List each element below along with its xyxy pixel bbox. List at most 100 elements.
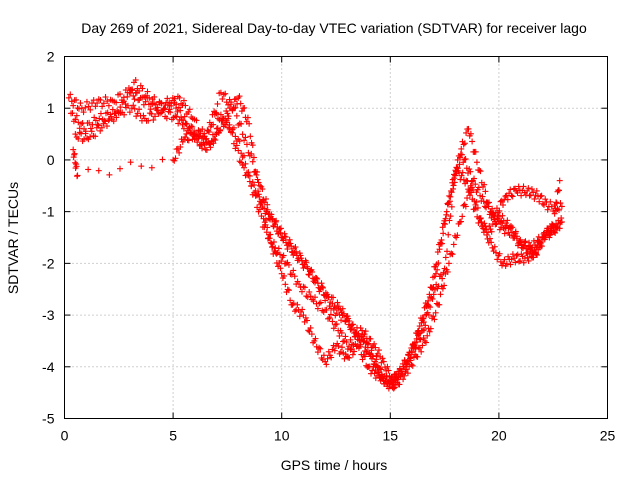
- data-point: [555, 187, 562, 194]
- data-point: [244, 114, 251, 121]
- data-point: [375, 369, 382, 376]
- data-point: [372, 375, 379, 382]
- data-point: [383, 372, 390, 379]
- data-point: [117, 165, 124, 172]
- data-point: [375, 347, 382, 354]
- data-point: [325, 293, 332, 300]
- data-point: [373, 362, 380, 369]
- data-point: [450, 241, 457, 248]
- data-point: [225, 101, 232, 108]
- data-point: [246, 178, 253, 185]
- data-point: [432, 309, 439, 316]
- data-point: [109, 106, 116, 113]
- data-point: [102, 94, 109, 101]
- data-point: [524, 246, 531, 253]
- data-point: [316, 300, 323, 307]
- data-point: [475, 219, 482, 226]
- data-point: [253, 171, 260, 178]
- data-point: [306, 271, 313, 278]
- data-point: [426, 328, 433, 335]
- data-point: [148, 110, 155, 117]
- data-point: [225, 113, 232, 120]
- data-point: [264, 201, 271, 208]
- data-point: [324, 355, 331, 362]
- data-point: [386, 383, 393, 390]
- data-point: [220, 91, 227, 98]
- data-point: [428, 294, 435, 301]
- data-point: [250, 154, 257, 161]
- data-point: [310, 298, 317, 305]
- data-point: [151, 93, 158, 100]
- data-point: [296, 313, 303, 320]
- data-point: [233, 112, 240, 119]
- data-point: [76, 129, 83, 136]
- data-point: [241, 164, 248, 171]
- data-point: [427, 325, 434, 332]
- data-point: [363, 348, 370, 355]
- data-point: [228, 101, 235, 108]
- data-point: [255, 179, 262, 186]
- data-point: [464, 195, 471, 202]
- x-tick-label: 25: [600, 428, 616, 444]
- data-point: [480, 198, 487, 205]
- data-point: [71, 150, 78, 157]
- data-point: [138, 163, 145, 170]
- data-point: [217, 126, 224, 133]
- data-point: [314, 349, 321, 356]
- data-point: [385, 367, 392, 374]
- data-point: [351, 327, 358, 334]
- data-point: [239, 162, 246, 169]
- data-point: [235, 147, 242, 154]
- data-point: [454, 232, 461, 239]
- data-point: [304, 317, 311, 324]
- data-point: [484, 200, 491, 207]
- data-point: [482, 188, 489, 195]
- data-point: [333, 321, 340, 328]
- data-point: [349, 351, 356, 358]
- data-point: [395, 372, 402, 379]
- data-point: [255, 188, 262, 195]
- data-point: [226, 121, 233, 128]
- data-point: [215, 129, 222, 136]
- data-point: [526, 239, 533, 246]
- data-point: [74, 172, 81, 179]
- data-point: [92, 103, 99, 110]
- x-tick-label: 5: [169, 428, 177, 444]
- data-point: [92, 117, 99, 124]
- data-point: [493, 220, 500, 227]
- data-point: [209, 111, 216, 118]
- data-point: [164, 102, 171, 109]
- data-point: [391, 384, 398, 391]
- data-point: [388, 373, 395, 380]
- data-point: [512, 228, 519, 235]
- data-point: [558, 218, 565, 225]
- data-point: [371, 340, 378, 347]
- data-point: [69, 110, 76, 117]
- data-point: [70, 102, 77, 109]
- data-point: [411, 342, 418, 349]
- data-point: [366, 349, 373, 356]
- data-point: [472, 205, 479, 212]
- x-axis-label: GPS time / hours: [281, 457, 388, 473]
- data-point: [486, 199, 493, 206]
- data-point: [236, 93, 243, 100]
- data-point: [282, 281, 289, 288]
- data-point: [121, 111, 128, 118]
- data-point: [314, 280, 321, 287]
- data-point: [462, 203, 469, 210]
- data-point: [201, 141, 208, 148]
- data-point: [70, 146, 77, 153]
- data-point: [291, 308, 298, 315]
- data-point: [418, 348, 425, 355]
- data-point: [117, 109, 124, 116]
- data-point: [188, 123, 195, 130]
- data-point: [472, 148, 479, 155]
- data-point: [508, 192, 515, 199]
- data-point: [541, 236, 548, 243]
- data-point: [486, 222, 493, 229]
- data-point: [87, 133, 94, 140]
- data-point: [159, 156, 166, 163]
- data-point: [473, 159, 480, 166]
- data-point: [347, 336, 354, 343]
- data-point: [307, 293, 314, 300]
